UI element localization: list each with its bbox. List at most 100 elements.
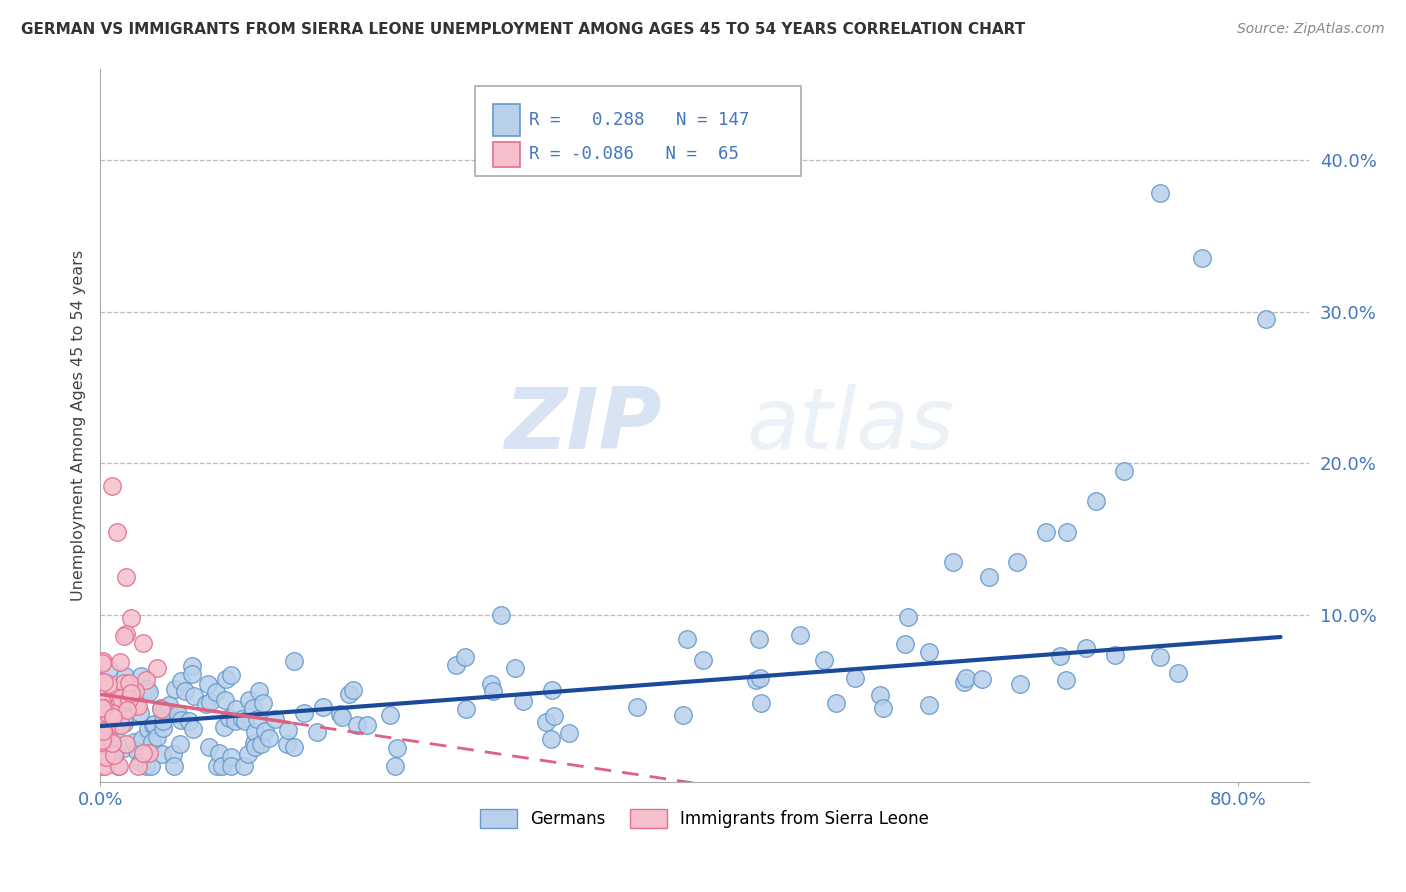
Point [543,709,565,723]
Point [243,724,266,739]
Point [672,708,695,723]
Point [157,698,180,712]
Point [231,713,253,727]
Point [90,695,112,709]
Point [110,718,132,732]
Point [136,722,159,736]
Point [122,735,145,749]
Point [93,724,115,739]
Point [104,743,127,757]
Text: atlas: atlas [747,384,955,467]
Point [114,570,136,584]
Point [214,693,236,707]
Point [169,737,191,751]
Point [135,758,157,772]
Point [120,611,142,625]
Point [91,702,114,716]
Point [90,747,112,762]
Point [337,687,360,701]
Point [112,675,135,690]
Point [558,726,581,740]
Point [307,725,329,739]
Point [150,700,173,714]
Point [205,684,228,698]
Point [626,699,648,714]
Point [676,632,699,647]
Point [98,662,121,676]
Point [257,731,280,746]
Point [112,689,135,703]
Point [233,714,256,728]
Point [107,758,129,772]
Point [100,703,122,717]
Point [100,479,122,493]
Point [103,747,125,762]
Point [170,713,193,727]
Point [198,740,221,755]
Point [101,701,124,715]
Point [225,701,247,715]
Point [90,701,112,715]
Point [444,658,467,673]
Point [242,700,264,714]
Point [238,747,260,761]
Point [153,703,176,717]
Point [131,687,153,701]
Point [91,713,114,727]
Point [332,710,354,724]
Point [127,758,149,772]
Text: R =   0.288   N = 147: R = 0.288 N = 147 [529,111,749,129]
Point [97,715,120,730]
Point [181,722,204,736]
Point [872,701,894,715]
Y-axis label: Unemployment Among Ages 45 to 54 years: Unemployment Among Ages 45 to 54 years [72,250,86,601]
Point [329,707,352,722]
Point [748,671,770,685]
Point [152,714,174,728]
Text: GERMAN VS IMMIGRANTS FROM SIERRA LEONE UNEMPLOYMENT AMONG AGES 45 TO 54 YEARS CO: GERMAN VS IMMIGRANTS FROM SIERRA LEONE U… [21,22,1025,37]
Point [824,696,846,710]
Point [93,675,115,690]
Point [90,758,112,772]
Point [387,741,409,756]
Point [91,730,114,744]
Point [114,737,136,751]
Point [205,758,228,772]
Point [254,724,277,739]
Point [93,731,115,745]
Point [953,675,976,690]
Point [1191,252,1213,266]
Point [138,746,160,760]
Point [918,645,941,659]
Point [114,669,136,683]
Point [955,671,977,685]
Point [1056,524,1078,539]
Point [181,667,204,681]
Point [112,741,135,756]
Point [96,706,118,721]
Point [141,735,163,749]
Point [246,712,269,726]
Point [167,707,190,722]
Point [181,659,204,673]
Point [749,697,772,711]
Point [183,689,205,703]
Point [534,714,557,729]
Point [163,758,186,772]
Point [114,627,136,641]
Point [138,684,160,698]
Point [212,720,235,734]
Point [211,758,233,772]
Point [112,716,135,731]
Point [103,706,125,720]
Point [146,661,169,675]
Point [491,607,513,622]
Point [224,714,246,728]
Point [101,695,124,709]
Point [105,737,128,751]
Text: ZIP: ZIP [505,384,662,467]
Point [540,732,562,747]
Point [97,723,120,738]
Point [146,731,169,745]
Text: Source: ZipAtlas.com: Source: ZipAtlas.com [1237,22,1385,37]
